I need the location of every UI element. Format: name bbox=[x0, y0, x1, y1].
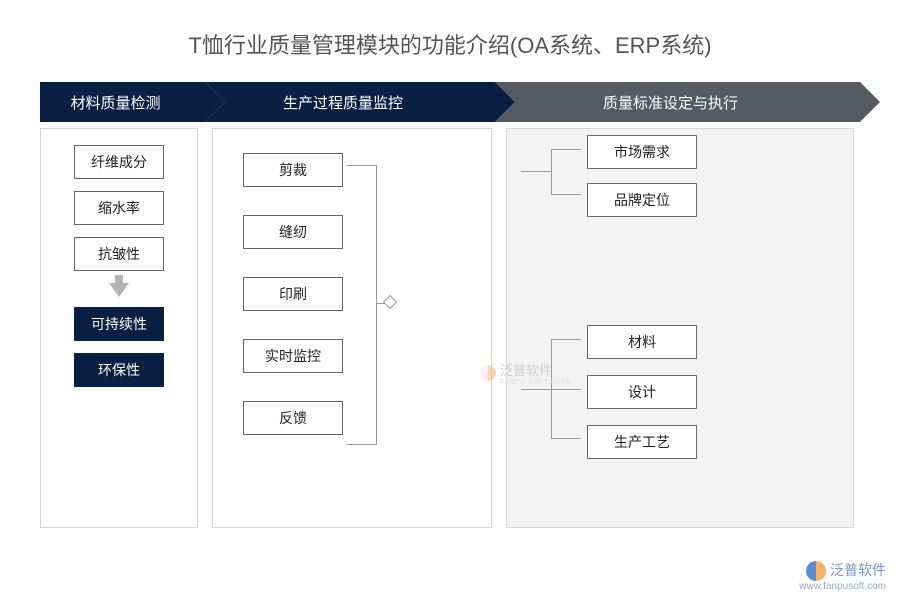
watermark-url: www.fanpusoft.com bbox=[799, 581, 886, 592]
c3-item: 设计 bbox=[587, 375, 697, 409]
watermark-logo-icon bbox=[806, 561, 826, 581]
c3-connector bbox=[521, 171, 551, 172]
diamond-node-icon bbox=[383, 295, 397, 309]
stage-header-2: 生产过程质量监控 bbox=[205, 82, 495, 122]
stage-headers: 材料质量检测 生产过程质量监控 质量标准设定与执行 bbox=[0, 82, 900, 122]
c1-item-dark: 可持续性 bbox=[74, 307, 164, 341]
c2-item: 实时监控 bbox=[243, 339, 343, 373]
c3-group2: 材料 设计 生产工艺 bbox=[587, 325, 697, 475]
watermark-text: 泛普软件 bbox=[830, 562, 886, 578]
c2-item: 剪裁 bbox=[243, 153, 343, 187]
c3-item: 品牌定位 bbox=[587, 183, 697, 217]
column-material: 纤维成分 缩水率 抗皱性 可持续性 环保性 bbox=[40, 128, 198, 528]
c1-item: 纤维成分 bbox=[74, 145, 164, 179]
stage-header-3: 质量标准设定与执行 bbox=[495, 82, 860, 122]
c2-item-list: 剪裁 缝纫 印刷 实时监控 反馈 bbox=[243, 153, 343, 463]
c3-item: 生产工艺 bbox=[587, 425, 697, 459]
c1-item: 缩水率 bbox=[74, 191, 164, 225]
page-title: T恤行业质量管理模块的功能介绍(OA系统、ERP系统) bbox=[0, 0, 900, 82]
c2-item: 反馈 bbox=[243, 401, 343, 435]
c2-item: 印刷 bbox=[243, 277, 343, 311]
watermark-bottom-right: 泛普软件 www.fanpusoft.com bbox=[799, 560, 886, 592]
column-process: 剪裁 缝纫 印刷 实时监控 反馈 bbox=[212, 128, 492, 528]
c3-connector bbox=[521, 389, 551, 390]
c2-item: 缝纫 bbox=[243, 215, 343, 249]
column-standard: 市场需求 品牌定位 材料 设计 生产工艺 bbox=[506, 128, 854, 528]
c3-bracket-top bbox=[551, 149, 581, 195]
c3-group1: 市场需求 品牌定位 bbox=[587, 135, 697, 231]
bracket-right bbox=[347, 165, 377, 445]
c1-item-dark: 环保性 bbox=[74, 353, 164, 387]
stage-3-label: 质量标准设定与执行 bbox=[603, 92, 738, 113]
columns: 纤维成分 缩水率 抗皱性 可持续性 环保性 剪裁 缝纫 印刷 实时监控 反馈 市… bbox=[0, 122, 900, 528]
c3-item: 材料 bbox=[587, 325, 697, 359]
c1-item: 抗皱性 bbox=[74, 237, 164, 271]
c3-item: 市场需求 bbox=[587, 135, 697, 169]
c3-connector bbox=[551, 389, 581, 390]
down-arrow-icon bbox=[109, 283, 129, 297]
stage-header-1: 材料质量检测 bbox=[40, 82, 205, 122]
stage-1-label: 材料质量检测 bbox=[70, 92, 160, 113]
stage-2-label: 生产过程质量监控 bbox=[283, 92, 403, 113]
